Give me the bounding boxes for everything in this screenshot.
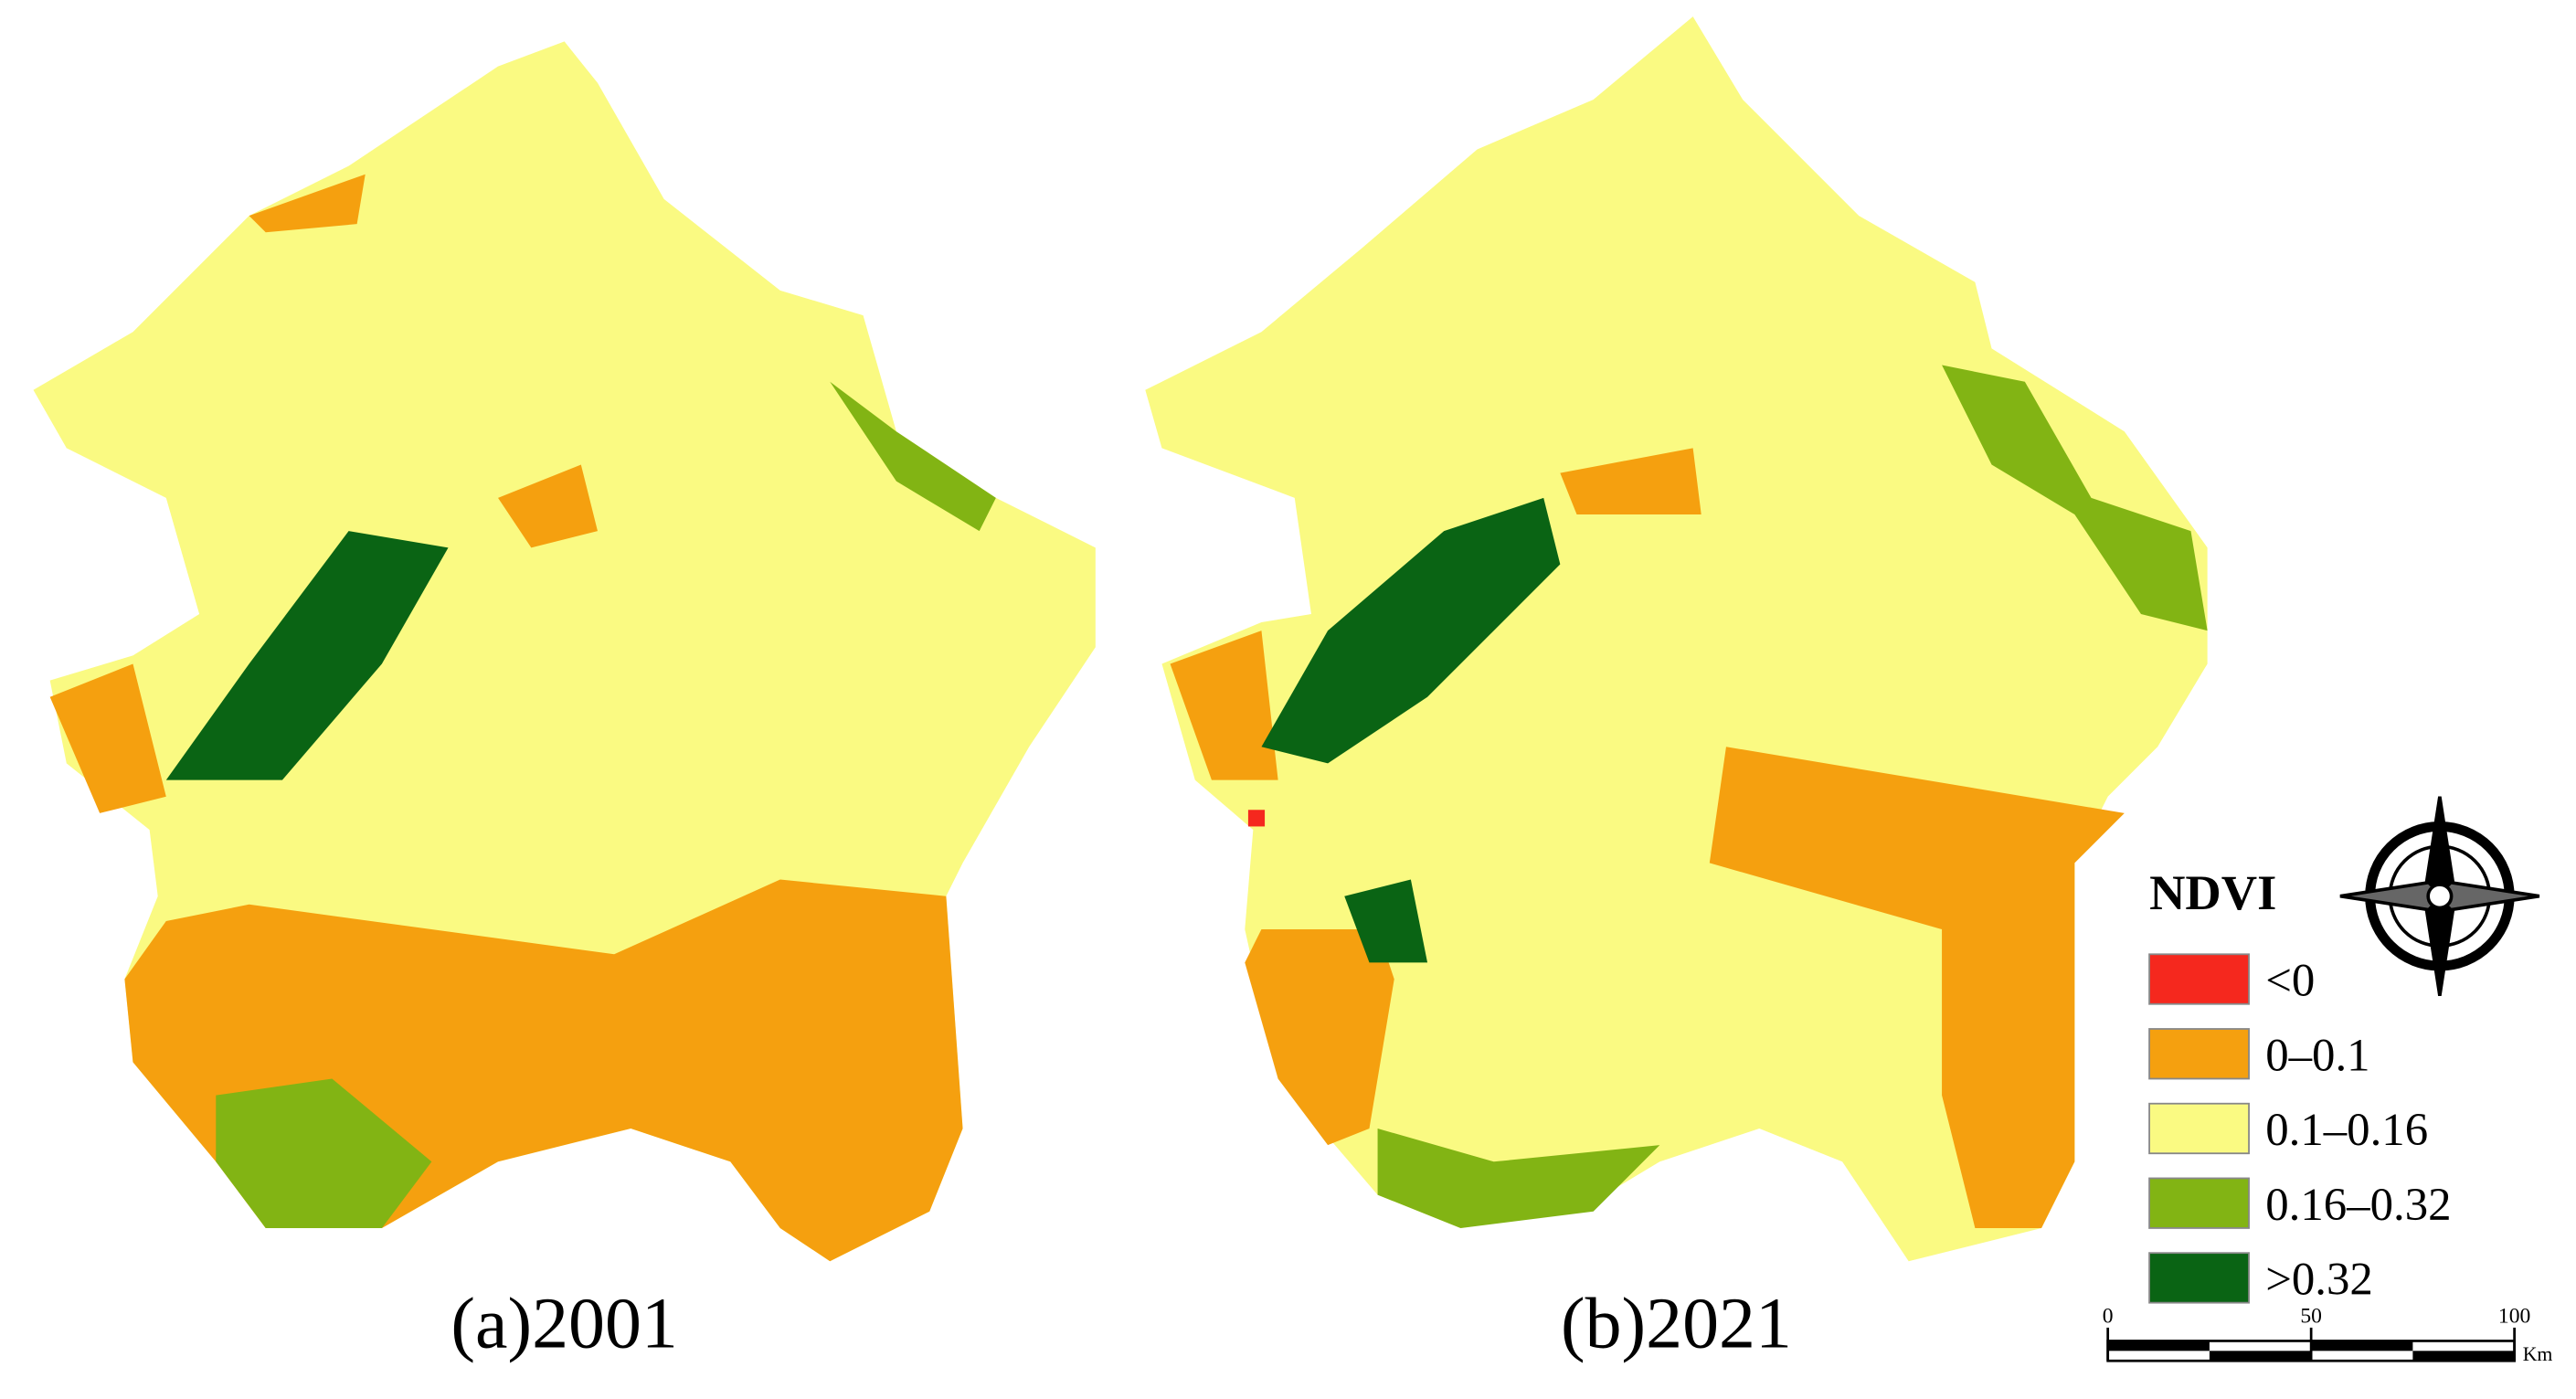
map-2021 (1145, 16, 2208, 1262)
legend-swatch (2148, 953, 2250, 1005)
compass (2339, 796, 2540, 996)
region (165, 531, 449, 780)
caption: (b)2021 (1561, 1284, 1792, 1364)
legend-label: 0.1–0.16 (2265, 1104, 2428, 1155)
region (830, 381, 996, 532)
region (1560, 448, 1701, 515)
caption: (a)2001 (451, 1284, 677, 1364)
region (216, 1078, 432, 1228)
legend: <0 0–0.1 0.1–0.16 0.16–0.32 >0.32 (2148, 953, 2452, 1305)
region (1709, 747, 2125, 1228)
scale-label: 0 (2103, 1304, 2114, 1328)
scale-segment (2107, 1341, 2210, 1351)
scale-bar: 0 50 100 Km (2103, 1304, 2553, 1365)
scale-label: 50 (2300, 1304, 2322, 1328)
scale-label: 100 (2498, 1304, 2530, 1328)
scale-segment (2311, 1341, 2413, 1351)
scale-segment (2412, 1351, 2515, 1362)
map-2001 (33, 41, 1096, 1262)
region (49, 663, 166, 813)
scale-segment (2209, 1351, 2312, 1362)
legend-swatch (2148, 1102, 2250, 1155)
legend-title: NDVI (2149, 864, 2276, 920)
region (498, 464, 598, 548)
legend-label: 0–0.1 (2265, 1029, 2369, 1080)
legend-label: <0 (2265, 955, 2315, 1006)
region (249, 174, 366, 233)
legend-swatch (2148, 1177, 2250, 1229)
legend-swatch (2148, 1028, 2250, 1080)
region (1245, 929, 1394, 1146)
region (1377, 1128, 1660, 1228)
legend-swatch (2148, 1252, 2250, 1304)
region (1261, 497, 1561, 764)
region (1344, 879, 1428, 963)
region (1247, 810, 1266, 827)
region (1942, 365, 2208, 631)
region (1170, 631, 1278, 780)
legend-label: >0.32 (2265, 1254, 2373, 1305)
scale-unit: Km (2523, 1343, 2553, 1365)
legend-label: 0.16–0.32 (2265, 1179, 2451, 1230)
